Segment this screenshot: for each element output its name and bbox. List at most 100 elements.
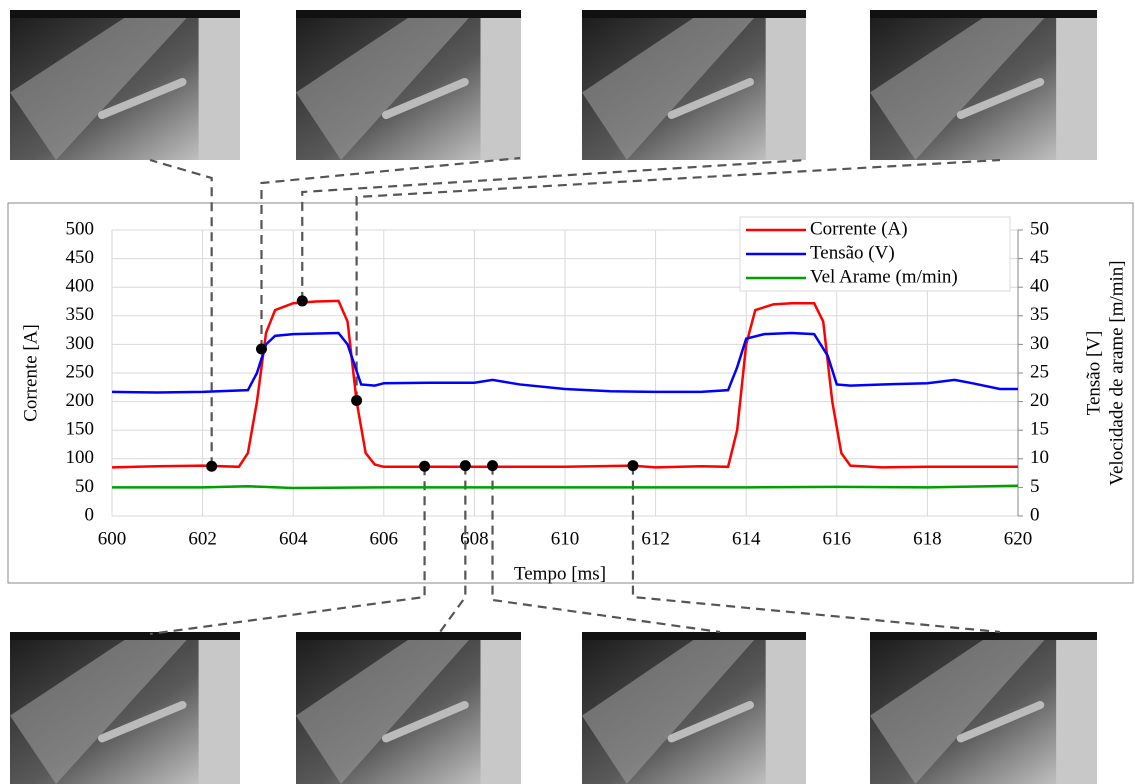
connector	[149, 158, 213, 467]
y-tick-label: 350	[66, 304, 95, 325]
y-tick-label: 300	[66, 333, 95, 354]
y-tick-label: 100	[66, 447, 95, 468]
image-light	[870, 632, 1052, 784]
image-wire	[956, 78, 1045, 119]
x-tick-label: 604	[279, 528, 308, 549]
marker-dot	[627, 460, 639, 472]
y2-axis-title: Tensão [V]	[1083, 331, 1104, 416]
image-caption-bar	[296, 632, 521, 640]
y-tick-label: 50	[75, 476, 94, 497]
y2-tick-label: 40	[1030, 276, 1049, 297]
y2-tick-label: 45	[1030, 247, 1049, 268]
image-plate	[480, 632, 521, 784]
y2-tick-label: 25	[1030, 361, 1049, 382]
image-plate	[1056, 10, 1097, 160]
image-caption-bar	[582, 632, 806, 640]
y-tick-label: 400	[66, 276, 95, 297]
series-line	[112, 484, 1019, 490]
x-tick-label: 608	[460, 528, 489, 549]
image-wire	[382, 78, 469, 119]
x-tick-label: 600	[98, 528, 127, 549]
image-caption-bar	[10, 632, 240, 640]
y-tick-label: 500	[66, 218, 95, 239]
x-tick-label: 614	[732, 528, 761, 549]
frame-image	[582, 10, 806, 160]
frame-image	[582, 632, 806, 784]
frame-image	[870, 10, 1097, 160]
legend-label: Tensão (V)	[810, 242, 895, 263]
image-wire	[667, 700, 754, 743]
x-tick-label: 602	[188, 528, 217, 549]
image-light	[10, 632, 194, 784]
y2-tick-label: 30	[1030, 333, 1049, 354]
marker-dot	[351, 394, 363, 406]
marker-dot	[206, 460, 218, 472]
image-plate	[480, 10, 521, 160]
frame-image	[296, 632, 521, 784]
image-plate	[198, 632, 240, 784]
y2-tick-label: 15	[1030, 419, 1049, 440]
image-light	[296, 10, 476, 160]
y2-tick-label: 35	[1030, 304, 1049, 325]
connector	[301, 158, 807, 301]
y-axis-title: Corrente [A]	[20, 324, 41, 422]
image-plate	[765, 10, 806, 160]
connector	[260, 156, 521, 349]
y2-tick-label: 5	[1030, 476, 1040, 497]
y2-tick-label: 50	[1030, 218, 1049, 239]
image-caption-bar	[10, 10, 240, 18]
marker-dot	[255, 343, 267, 355]
y-tick-label: 150	[66, 419, 95, 440]
x-tick-label: 616	[823, 528, 852, 549]
image-light	[870, 10, 1052, 160]
image-caption-bar	[296, 10, 521, 18]
y-tick-label: 200	[66, 390, 95, 411]
marker-dot	[487, 460, 499, 472]
x-axis-title: Tempo [ms]	[514, 563, 606, 584]
image-plate	[765, 632, 806, 784]
image-wire	[956, 700, 1045, 743]
x-tick-label: 612	[641, 528, 670, 549]
image-plate	[1056, 632, 1097, 784]
y-tick-label: 0	[85, 504, 95, 525]
y2-tick-label: 20	[1030, 390, 1049, 411]
connector	[149, 466, 426, 636]
image-light	[10, 10, 194, 160]
frame-image	[10, 10, 240, 160]
image-wire	[667, 78, 754, 119]
x-tick-label: 620	[1004, 528, 1033, 549]
y2-tick-label: 10	[1030, 447, 1049, 468]
marker-dot	[419, 460, 431, 472]
y-tick-label: 250	[66, 361, 95, 382]
marker-dot	[296, 295, 308, 307]
image-wire	[382, 700, 469, 743]
x-tick-label: 618	[913, 528, 942, 549]
image-caption-bar	[582, 10, 806, 18]
frame-image	[870, 632, 1097, 784]
image-wire	[98, 700, 187, 743]
y2-tick-label: 0	[1030, 504, 1040, 525]
y2-axis-title: Velocidade de arame [m/min]	[1106, 260, 1127, 485]
image-plate	[198, 10, 240, 160]
x-tick-label: 610	[551, 528, 580, 549]
image-caption-bar	[870, 632, 1097, 640]
y-tick-label: 450	[66, 247, 95, 268]
marker-dot	[459, 460, 471, 472]
frame-image	[10, 632, 240, 784]
legend-label: Vel Arame (m/min)	[810, 266, 958, 287]
image-caption-bar	[870, 10, 1097, 18]
series-line	[111, 331, 1018, 394]
frame-images	[10, 10, 1097, 784]
connector	[355, 158, 1001, 401]
x-tick-label: 606	[370, 528, 399, 549]
connector	[631, 465, 1001, 634]
legend-label: Corrente (A)	[810, 218, 908, 239]
image-light	[296, 632, 476, 784]
image-light	[582, 10, 762, 160]
frame-image	[296, 10, 521, 160]
connector	[491, 465, 721, 634]
image-wire	[98, 78, 187, 119]
image-light	[582, 632, 762, 784]
